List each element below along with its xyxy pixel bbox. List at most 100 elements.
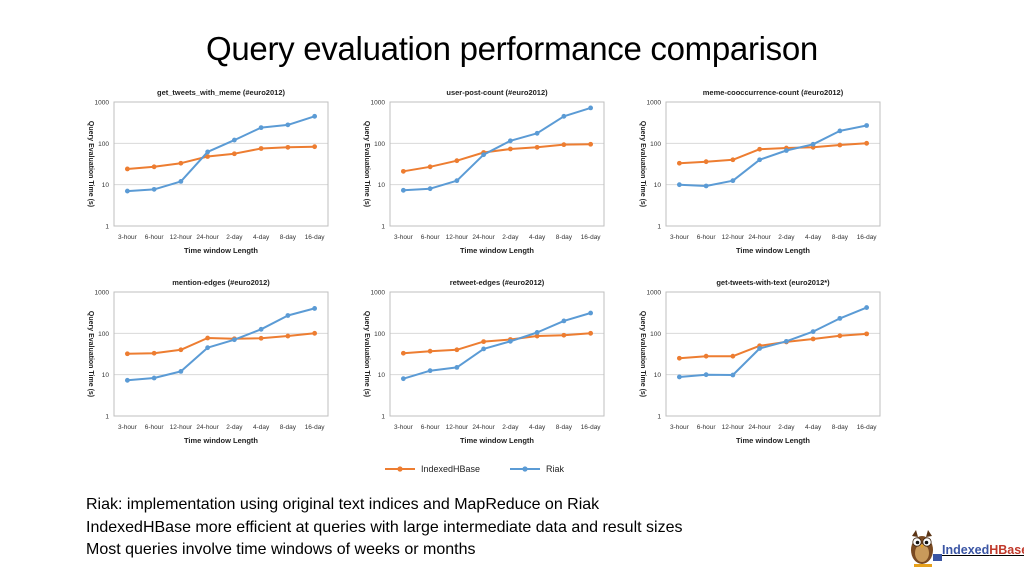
x-tick-label: 2-day bbox=[778, 234, 795, 241]
data-point-indexedhbase bbox=[124, 351, 130, 357]
y-tick-label: 1000 bbox=[95, 290, 110, 297]
x-tick-label: 6-hour bbox=[697, 424, 717, 431]
y-tick-label: 10 bbox=[378, 372, 386, 379]
x-axis-label: Time window Length bbox=[736, 246, 810, 255]
chart-legend: IndexedHBase Riak bbox=[385, 464, 625, 482]
y-tick-label: 10 bbox=[654, 372, 662, 379]
series-line-riak bbox=[403, 312, 591, 380]
data-point-indexedhbase bbox=[507, 146, 513, 152]
notes: Riak: implementation using original text… bbox=[86, 494, 682, 562]
data-point-riak bbox=[561, 113, 567, 119]
data-point-riak bbox=[864, 123, 870, 128]
x-tick-label: 24-hour bbox=[196, 234, 219, 241]
x-tick-label: 12-hour bbox=[446, 234, 469, 241]
series-line-riak bbox=[403, 106, 591, 192]
x-tick-label: 6-hour bbox=[697, 234, 717, 241]
data-point-indexedhbase bbox=[534, 144, 540, 150]
x-tick-label: 3-hour bbox=[670, 424, 690, 431]
x-tick-label: 3-hour bbox=[118, 424, 138, 431]
y-tick-label: 100 bbox=[650, 141, 661, 148]
note-line: IndexedHBase more efficient at queries w… bbox=[86, 518, 683, 536]
data-point-riak bbox=[400, 187, 406, 193]
x-tick-label: 24-hour bbox=[748, 234, 771, 241]
series-line-riak bbox=[127, 115, 315, 193]
chart-title: meme-cooccurrence-count (#euro2012) bbox=[703, 88, 844, 97]
x-tick-label: 4-day bbox=[805, 234, 822, 241]
data-point-riak bbox=[312, 306, 318, 311]
data-point-riak bbox=[703, 372, 709, 378]
data-point-riak bbox=[427, 186, 433, 192]
y-tick-label: 10 bbox=[102, 372, 110, 379]
x-tick-label: 16-day bbox=[305, 424, 326, 431]
data-point-indexedhbase bbox=[676, 355, 682, 361]
data-point-riak bbox=[837, 315, 843, 321]
data-point-riak bbox=[178, 368, 184, 374]
data-point-riak bbox=[124, 377, 130, 383]
x-tick-label: 4-day bbox=[253, 424, 270, 431]
data-point-riak bbox=[588, 105, 594, 111]
y-tick-label: 10 bbox=[102, 182, 110, 189]
chart-retweet-edges: retweet-edges (#euro2012) 1 10 100 1000 3-hou… bbox=[356, 274, 626, 456]
data-point-indexedhbase bbox=[588, 330, 594, 336]
x-tick-label: 6-hour bbox=[145, 424, 165, 431]
y-tick-label: 1 bbox=[381, 224, 385, 231]
y-tick-label: 1000 bbox=[371, 290, 386, 297]
data-point-riak bbox=[205, 345, 211, 351]
x-tick-label: 16-day bbox=[581, 234, 602, 241]
x-tick-label: 12-hour bbox=[170, 234, 193, 241]
legend-marker-indexedhbase bbox=[385, 466, 415, 472]
data-point-indexedhbase bbox=[864, 331, 870, 337]
data-point-indexedhbase bbox=[151, 164, 157, 170]
series-line-indexedhbase bbox=[127, 145, 315, 170]
x-tick-label: 4-day bbox=[529, 234, 546, 241]
data-point-indexedhbase bbox=[258, 146, 264, 151]
data-point-riak bbox=[454, 364, 460, 370]
plot-border bbox=[113, 291, 329, 417]
data-point-riak bbox=[178, 178, 184, 184]
data-point-riak bbox=[285, 313, 291, 318]
note-line: Riak: implementation using original text… bbox=[86, 496, 600, 513]
x-tick-label: 2-day bbox=[778, 424, 795, 431]
data-point-indexedhbase bbox=[285, 333, 291, 339]
y-tick-label: 1 bbox=[657, 224, 661, 231]
x-tick-label: 8-day bbox=[556, 234, 573, 241]
data-point-riak bbox=[454, 178, 460, 184]
y-axis-label: Query Evaluation Time (s) bbox=[87, 121, 94, 207]
data-point-riak bbox=[534, 130, 540, 136]
legend-label-riak: Riak bbox=[546, 464, 565, 474]
series-line-indexedhbase bbox=[679, 332, 867, 360]
x-tick-label: 12-hour bbox=[722, 234, 745, 241]
x-tick-label: 3-hour bbox=[394, 424, 414, 431]
series-line-riak bbox=[679, 306, 867, 378]
data-point-riak bbox=[730, 372, 736, 378]
data-point-indexedhbase bbox=[151, 350, 157, 356]
x-tick-label: 8-day bbox=[832, 424, 849, 431]
data-point-indexedhbase bbox=[400, 350, 406, 356]
legend-marker-riak bbox=[510, 466, 540, 472]
data-point-indexedhbase bbox=[427, 348, 433, 354]
chart-get-tweets-with-text: get-tweets-with-text (euro2012*) 1 10 100 10… bbox=[632, 274, 902, 456]
data-point-riak bbox=[757, 157, 763, 163]
x-tick-label: 16-day bbox=[857, 424, 878, 431]
data-point-riak bbox=[481, 346, 487, 352]
data-point-indexedhbase bbox=[205, 154, 211, 159]
data-point-riak bbox=[730, 178, 736, 184]
y-tick-label: 1000 bbox=[95, 100, 110, 107]
x-tick-label: 12-hour bbox=[446, 424, 469, 431]
data-point-indexedhbase bbox=[205, 335, 211, 341]
logo-wordmark: IndexedHBase bbox=[942, 543, 1024, 557]
chart-title: user-post-count (#euro2012) bbox=[446, 88, 548, 97]
data-point-riak bbox=[507, 338, 513, 344]
data-point-indexedhbase bbox=[481, 339, 487, 345]
y-tick-label: 10 bbox=[654, 182, 662, 189]
data-point-riak bbox=[400, 376, 406, 382]
data-point-indexedhbase bbox=[730, 157, 736, 163]
data-point-indexedhbase bbox=[561, 332, 567, 338]
x-tick-label: 8-day bbox=[556, 424, 573, 431]
data-point-riak bbox=[588, 310, 594, 316]
y-tick-label: 1000 bbox=[647, 100, 662, 107]
x-tick-label: 4-day bbox=[529, 424, 546, 431]
chart-user-post-count: user-post-count (#euro2012) 1 10 100 1000 3-h… bbox=[356, 84, 626, 266]
data-point-indexedhbase bbox=[837, 333, 843, 339]
data-point-indexedhbase bbox=[561, 142, 567, 148]
